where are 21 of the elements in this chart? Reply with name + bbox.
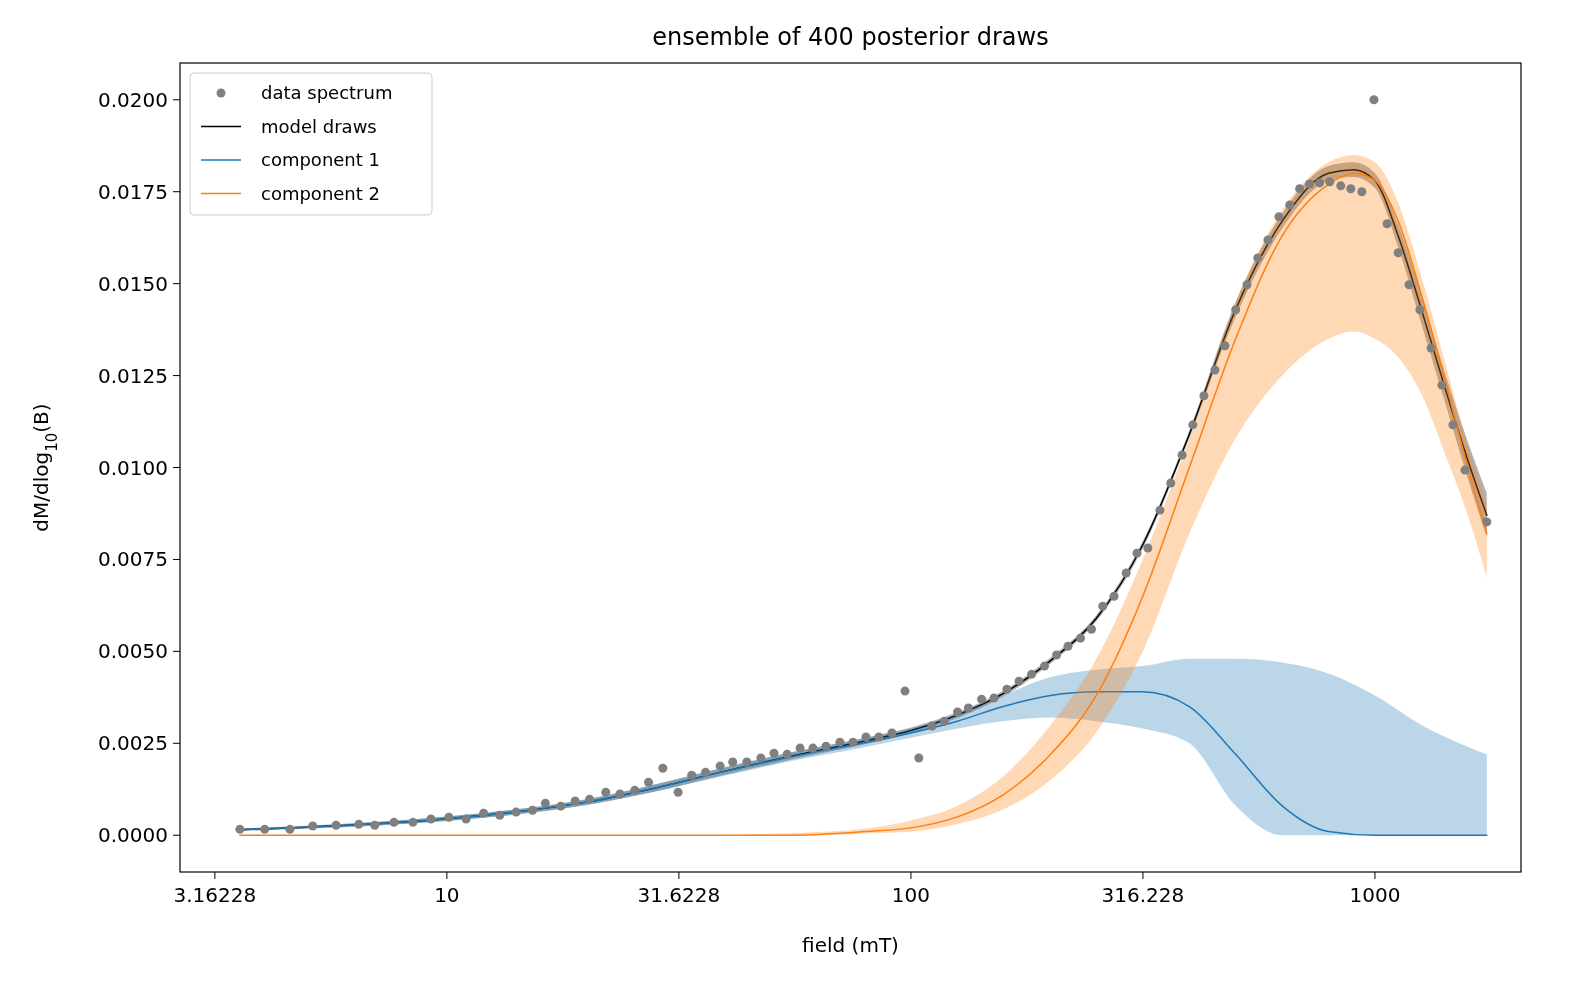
y-tick-label: 0.0050: [98, 639, 168, 664]
x-tick-label: 100: [891, 883, 931, 907]
legend-label: component 2: [261, 182, 381, 204]
legend-label: model draws: [261, 115, 377, 137]
x-tick-label: 1000: [1349, 883, 1401, 907]
x-tick-label: 316.228: [1101, 883, 1185, 907]
y-tick-label: 0.0000: [98, 823, 168, 848]
y-tick-label: 0.0175: [98, 179, 168, 204]
x-tick-label: 3.16228: [173, 883, 257, 907]
y-tick-label: 0.0025: [98, 731, 168, 756]
x-tick-label: 10: [434, 883, 460, 907]
x-axis-title: field (mT): [802, 933, 899, 957]
y-tick-label: 0.0200: [98, 87, 168, 112]
y-tick-label: 0.0150: [98, 271, 168, 296]
x-tick-label: 31.6228: [637, 883, 721, 907]
y-tick-label: 0.0125: [98, 363, 168, 388]
legend-label: data spectrum: [261, 82, 393, 103]
y-tick-label: 0.0100: [98, 455, 168, 480]
chart-title: ensemble of 400 posterior draws: [652, 23, 1049, 51]
legend-label: component 1: [261, 149, 381, 170]
y-tick-label: 0.0075: [98, 547, 168, 572]
